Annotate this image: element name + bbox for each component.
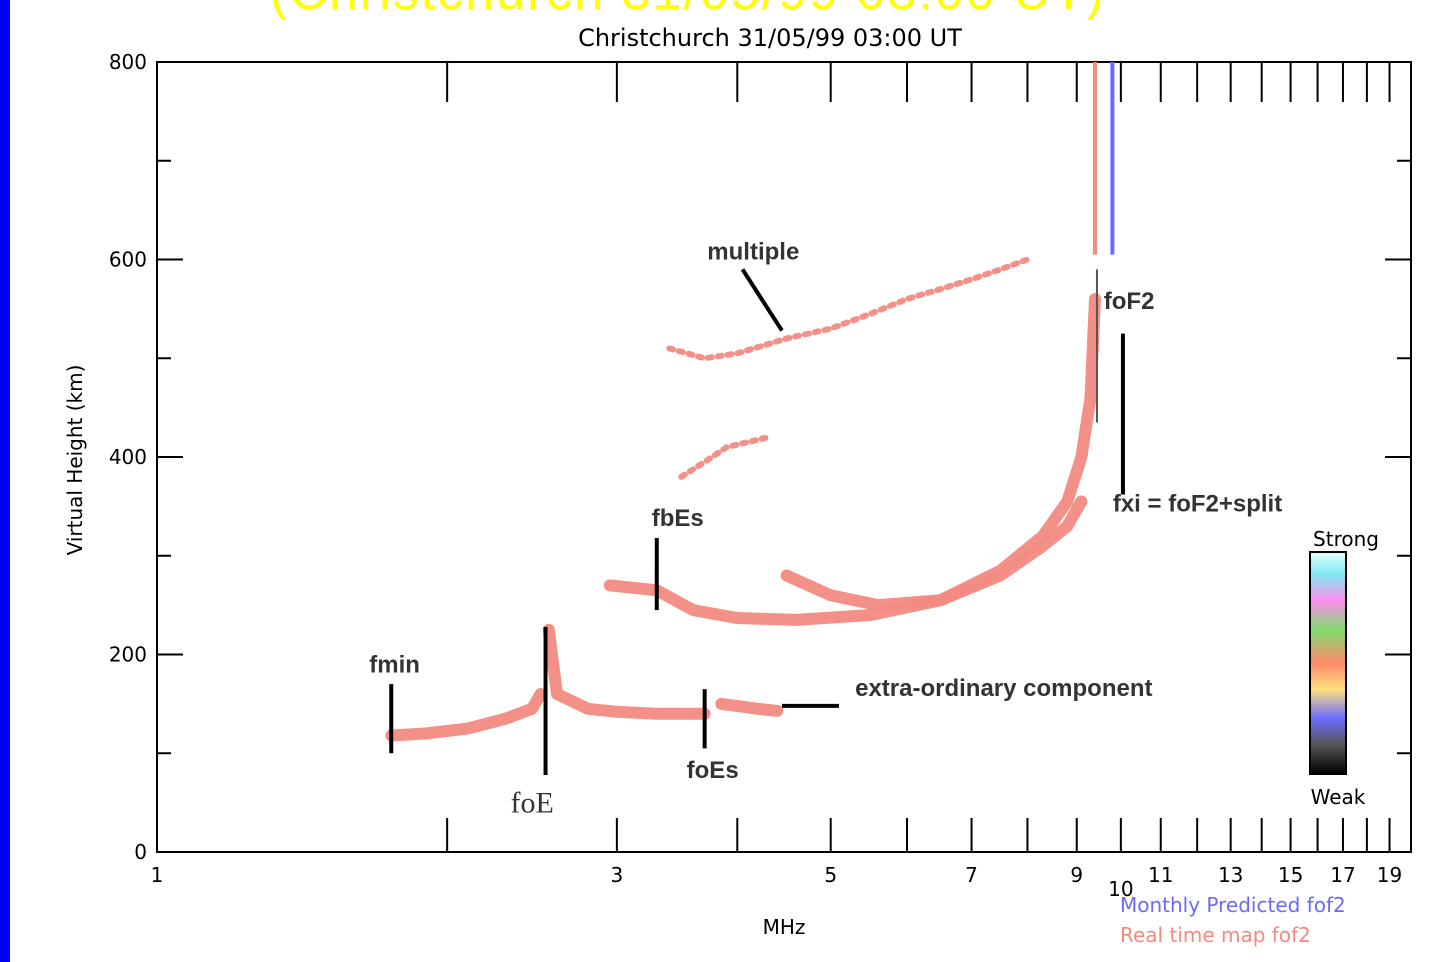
trace-middle [678,434,771,480]
annotation-fof2: foF2 [1104,288,1155,315]
y-tick-label: 200 [109,643,147,667]
x-tick-label: 17 [1330,863,1355,887]
x-tick-label: 1 [151,863,164,887]
x-tick-label: 7 [965,863,978,887]
legend-predicted: Monthly Predicted fof2 [1120,893,1346,917]
annotation-foe: foE [511,787,554,820]
annotation-fmin: fmin [369,651,420,678]
annotation-foes: foEs [687,757,739,784]
colorbar [1309,551,1347,775]
trace-es-extra-ordinary [715,697,784,717]
ionogram-panel [10,0,1432,962]
x-tick-label: 19 [1377,863,1402,887]
y-tick-label: 400 [109,445,147,469]
x-tick-label: 10 [1108,877,1133,901]
x-tick-label: 13 [1218,863,1243,887]
x-tick-label: 9 [1070,863,1083,887]
colorbar-top-label: Strong [1313,527,1379,551]
trace-f-layer-o [603,293,1101,626]
annotation-fbes: fbEs [652,505,704,532]
annotation-multiple-marker [740,268,784,332]
annotation-multiple: multiple [707,239,799,266]
annotation-extra-ordinary-component: extra-ordinary component [855,675,1152,702]
x-axis-label: MHz [763,915,806,939]
colorbar-bottom-label: Weak [1311,785,1366,809]
y-tick-label: 800 [109,50,147,74]
annotation-fxi-fof2-split: fxi = foF2+split [1113,490,1282,517]
chart-title: Christchurch 31/05/99 03:00 UT [578,24,962,52]
y-axis-label: Virtual Height (km) [63,365,87,556]
legend-realtime: Real time map fof2 [1120,923,1311,947]
trace-multiple [666,256,1031,362]
x-tick-label: 5 [824,863,837,887]
y-tick-label: 600 [109,248,147,272]
y-tick-label: 0 [134,840,147,864]
banner-title: (Christchurch 31/05/99 03:00 UT) [270,0,1106,22]
trace-e-layer [385,688,547,742]
trace-f-layer-x [780,495,1088,612]
x-tick-label: 3 [611,863,624,887]
x-tick-label: 11 [1148,863,1173,887]
plot-frame [156,61,1412,853]
x-tick-label: 15 [1278,863,1303,887]
trace-es-layer [542,623,711,720]
